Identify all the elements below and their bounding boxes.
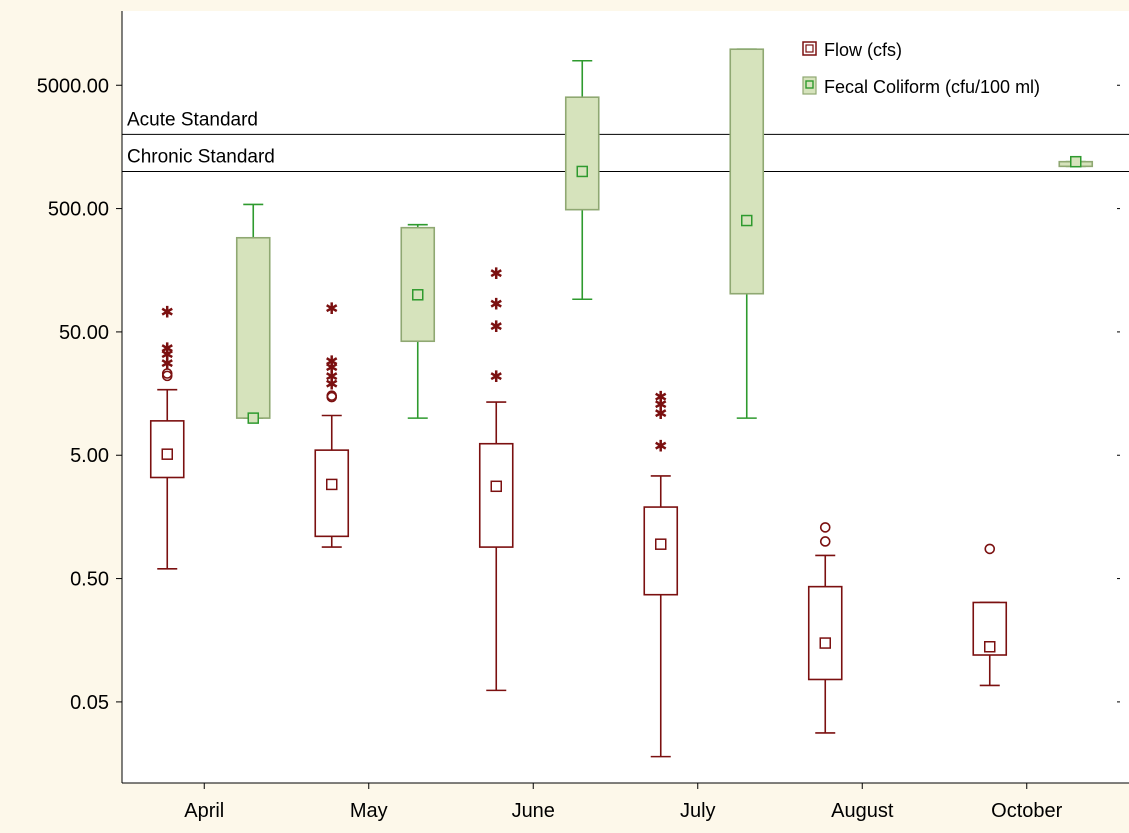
fecal-box <box>729 48 765 295</box>
legend-swatch-fecal <box>802 76 817 95</box>
legend-swatch-fecal-inner <box>805 80 814 89</box>
x-tick-label-june: June <box>512 800 555 822</box>
flow-outlier-star: ✱ <box>325 367 338 386</box>
flow-box <box>314 449 350 538</box>
x-tick-label-july: July <box>680 800 716 822</box>
fecal-median-marker <box>576 165 588 178</box>
flow-outlier-star: ✱ <box>654 436 667 455</box>
x-tick-label-may: May <box>350 800 388 822</box>
flow-median-marker <box>819 637 831 649</box>
flow-outlier-circle <box>819 522 831 533</box>
flow-outlier-star: ✱ <box>161 339 174 358</box>
flow-outlier-circle <box>819 536 831 547</box>
flow-outlier-circle <box>326 390 338 401</box>
flow-outlier-star: ✱ <box>654 387 667 406</box>
x-tick-label-april: April <box>184 800 224 822</box>
y-tick-label: 50.00 <box>59 322 109 344</box>
y-tick-label: 500.00 <box>48 199 109 221</box>
fecal-median-marker <box>412 289 424 301</box>
fecal-box-october <box>1058 155 1094 168</box>
legend: Flow (cfs) Fecal Coliform (cfu/100 ml) <box>802 40 1040 97</box>
flow-box <box>478 442 514 548</box>
reference-label-chronic-standard: Chronic Standard <box>127 146 275 167</box>
y-tick-label: 0.50 <box>70 569 109 591</box>
fecal-box <box>564 96 600 211</box>
flow-median-marker <box>326 478 338 491</box>
flow-outlier-star: ✱ <box>325 352 338 371</box>
flow-outlier-star: ✱ <box>490 317 503 336</box>
flow-median-marker <box>490 480 502 493</box>
flow-outlier-star: ✱ <box>325 299 338 318</box>
fecal-box-may <box>400 223 436 419</box>
y-tick-label: 5.00 <box>70 445 109 467</box>
flow-box-october <box>972 543 1008 687</box>
flow-outlier-star: ✱ <box>654 395 667 414</box>
fecal-box-april <box>235 203 271 424</box>
flow-outlier-star: ✱ <box>490 367 503 386</box>
fecal-box-june <box>564 59 600 301</box>
legend-label-fecal: Fecal Coliform (cfu/100 ml) <box>824 77 1040 97</box>
legend-swatch-flow-inner <box>805 44 814 53</box>
fecal-median-marker <box>1070 155 1082 168</box>
flow-box-april: ✱✱✱✱ <box>149 303 185 570</box>
x-tick-label-august: August <box>831 800 894 822</box>
legend-swatch-flow <box>802 41 817 56</box>
flow-outlier-star: ✱ <box>490 294 503 313</box>
fecal-box <box>235 236 271 419</box>
reference-label-acute-standard: Acute Standard <box>127 109 258 130</box>
flow-outlier-circle <box>984 543 996 555</box>
flow-outlier-star: ✱ <box>161 345 174 364</box>
flow-outlier-star: ✱ <box>161 303 174 322</box>
flow-box <box>149 420 185 479</box>
flow-outlier-star: ✱ <box>325 375 338 394</box>
flow-outlier-star: ✱ <box>325 358 338 377</box>
flow-outlier-star: ✱ <box>161 354 174 373</box>
flow-box-june: ✱ ✱ ✱ ✱ <box>478 264 514 692</box>
flow-box <box>643 506 679 596</box>
flow-box-august <box>807 522 843 734</box>
x-tick-label-october: October <box>991 800 1062 822</box>
flow-outlier-circle <box>161 368 173 379</box>
flow-box-july: ✱✱✱✱ <box>643 387 679 758</box>
legend-label-flow: Flow (cfs) <box>824 40 902 60</box>
flow-box <box>807 585 843 681</box>
fecal-box <box>400 226 436 343</box>
y-tick-label: 5000.00 <box>37 75 109 97</box>
flow-median-marker <box>161 448 173 460</box>
plot-area <box>122 11 1129 783</box>
y-tick-label: 0.05 <box>70 692 109 714</box>
flow-outlier-star: ✱ <box>490 264 503 283</box>
fecal-box-july <box>729 48 765 419</box>
flow-outlier-star: ✱ <box>654 404 667 423</box>
fecal-median-marker <box>247 412 259 424</box>
flow-box-may: ✱✱✱✱✱ <box>314 299 350 548</box>
flow-median-marker <box>984 641 996 653</box>
fecal-median-marker <box>741 214 753 227</box>
flow-median-marker <box>655 538 667 550</box>
